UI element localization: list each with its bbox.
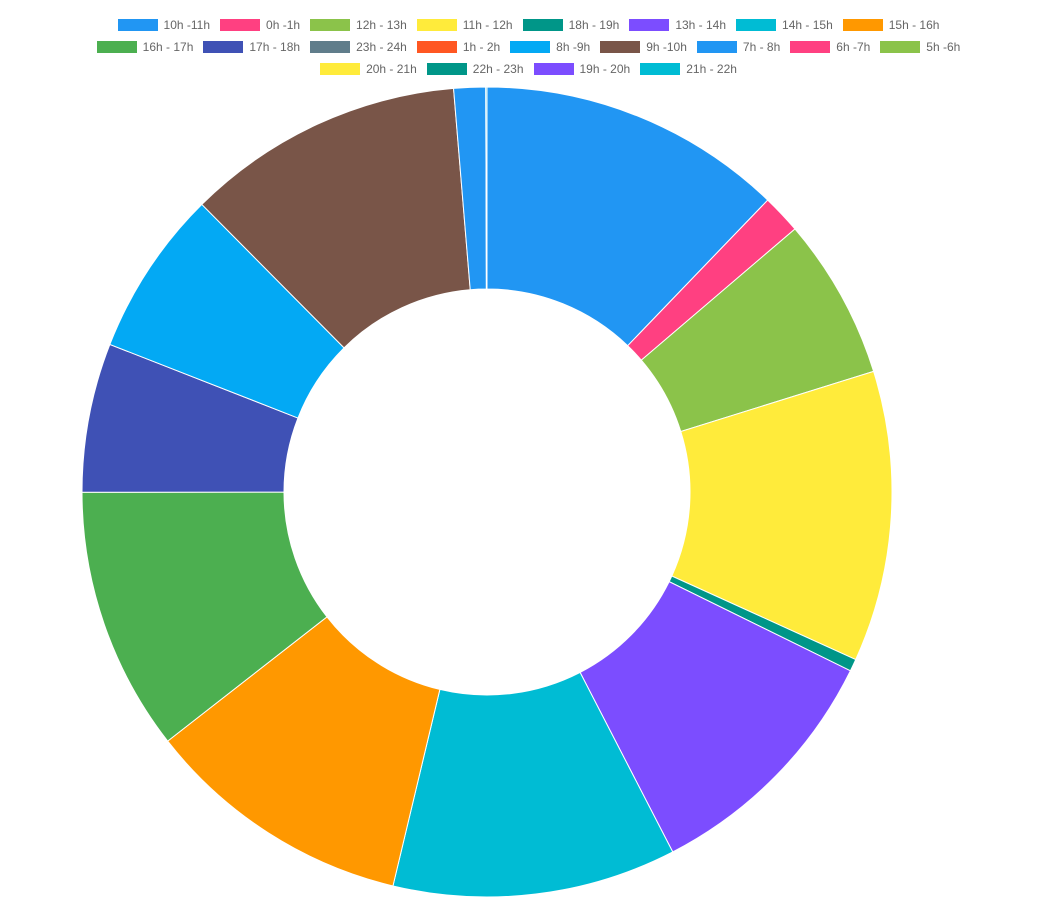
legend-item[interactable]: 20h - 21h [320, 62, 417, 76]
legend-row-3: 20h - 21h 22h - 23h 19h - 20h 21h - 22h [0, 58, 1057, 80]
legend-label: 5h -6h [926, 40, 961, 54]
legend-item[interactable]: 16h - 17h [96, 40, 194, 54]
legend-label: 9h -10h [646, 40, 687, 54]
legend-item[interactable]: 19h - 20h [533, 62, 631, 76]
legend-label: 17h - 18h [249, 40, 301, 54]
legend-swatch [510, 41, 551, 53]
legend-swatch [96, 41, 137, 53]
legend-label: 10h -11h [163, 18, 211, 32]
legend-swatch [220, 19, 261, 31]
legend-row-1: 10h -11h 0h -1h 12h - 13h 11h - 12h 18h - 19… [0, 14, 1057, 36]
legend-item[interactable]: 0h -1h [220, 18, 300, 32]
legend-label: 1h - 2h [462, 40, 501, 54]
legend-item[interactable]: 11h - 12h [416, 18, 513, 32]
legend-label: 19h - 20h [579, 62, 631, 76]
legend-swatch [426, 63, 467, 75]
legend-swatch [117, 19, 158, 31]
legend-label: 13h - 14h [675, 18, 727, 32]
legend-swatch [310, 19, 351, 31]
legend-label: 20h - 21h [366, 62, 417, 76]
legend-item[interactable]: 8h -9h [510, 40, 590, 54]
legend: 10h -11h 0h -1h 12h - 13h 11h - 12h 18h - 19… [0, 14, 1057, 80]
legend-label: 0h -1h [266, 18, 301, 32]
legend-item[interactable]: 23h - 24h [310, 40, 407, 54]
legend-item[interactable]: 18h - 19h [522, 18, 620, 32]
legend-item[interactable]: 15h - 16h [842, 18, 940, 32]
legend-swatch [736, 19, 777, 31]
legend-swatch [880, 41, 921, 53]
legend-swatch [310, 41, 351, 53]
legend-label: 7h - 8h [742, 40, 781, 54]
legend-item[interactable]: 5h -6h [880, 40, 960, 54]
legend-swatch [696, 41, 737, 53]
legend-item[interactable]: 12h - 13h [310, 18, 407, 32]
legend-item[interactable]: 22h - 23h [426, 62, 524, 76]
doughnut-slice[interactable] [671, 370, 893, 661]
doughnut-slice[interactable] [392, 671, 674, 898]
doughnut-slice[interactable] [201, 87, 471, 349]
legend-swatch [320, 63, 361, 75]
legend-swatch [416, 41, 457, 53]
doughnut-slice[interactable] [166, 616, 441, 887]
legend-swatch [842, 19, 883, 31]
doughnut-slice[interactable] [486, 86, 769, 347]
legend-label: 16h - 17h [142, 40, 194, 54]
legend-label: 14h - 15h [782, 18, 833, 32]
legend-swatch [790, 41, 831, 53]
legend-item[interactable]: 6h -7h [790, 40, 870, 54]
legend-label: 23h - 24h [356, 40, 407, 54]
legend-swatch [416, 19, 457, 31]
legend-item[interactable]: 7h - 8h [696, 40, 781, 54]
legend-swatch [640, 63, 681, 75]
legend-item[interactable]: 21h - 22h [640, 62, 737, 76]
legend-label: 11h - 12h [462, 18, 513, 32]
legend-label: 22h - 23h [472, 62, 524, 76]
legend-swatch [533, 63, 574, 75]
doughnut-slice[interactable] [485, 86, 488, 290]
legend-item[interactable]: 1h - 2h [416, 40, 501, 54]
legend-swatch [522, 19, 563, 31]
legend-item[interactable]: 10h -11h [117, 18, 211, 32]
doughnut-slice[interactable] [579, 580, 852, 853]
legend-label: 18h - 19h [568, 18, 620, 32]
legend-label: 12h - 13h [356, 18, 407, 32]
legend-item[interactable]: 14h - 15h [736, 18, 833, 32]
legend-label: 6h -7h [836, 40, 871, 54]
legend-row-2: 16h - 17h 17h - 18h 23h - 24h 1h - 2h 8h -9h… [0, 36, 1057, 58]
legend-item[interactable]: 17h - 18h [203, 40, 300, 54]
legend-item[interactable]: 9h -10h [600, 40, 687, 54]
legend-label: 15h - 16h [888, 18, 940, 32]
legend-swatch [203, 41, 244, 53]
legend-label: 8h -9h [556, 40, 591, 54]
legend-item[interactable]: 13h - 14h [629, 18, 726, 32]
legend-swatch [629, 19, 670, 31]
legend-swatch [600, 41, 641, 53]
legend-label: 21h - 22h [686, 62, 737, 76]
